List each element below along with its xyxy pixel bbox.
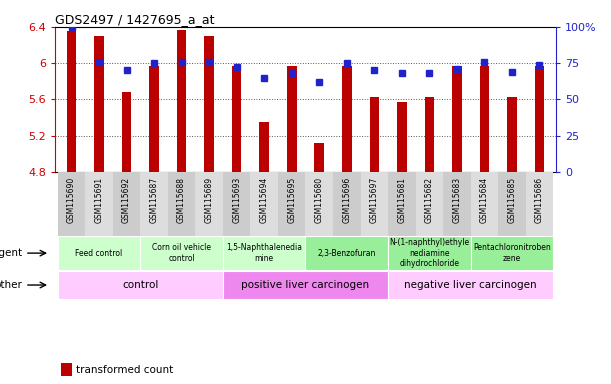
Bar [443, 172, 470, 236]
Text: GSM115687: GSM115687 [150, 177, 159, 223]
Bar [507, 97, 517, 172]
Bar [122, 92, 131, 172]
Bar [370, 97, 379, 172]
Text: GSM115681: GSM115681 [397, 177, 406, 223]
Bar [113, 172, 141, 236]
Text: GSM115690: GSM115690 [67, 177, 76, 223]
Bar [360, 172, 388, 236]
Text: transformed count: transformed count [76, 365, 174, 375]
Bar [232, 66, 241, 172]
Text: other: other [0, 280, 23, 290]
Text: negative liver carcinogen: negative liver carcinogen [404, 280, 537, 290]
Bar [415, 172, 443, 236]
Bar [425, 97, 434, 172]
Bar [287, 66, 296, 172]
Text: GSM115692: GSM115692 [122, 177, 131, 223]
Bar [388, 271, 553, 299]
Text: GSM115685: GSM115685 [508, 177, 516, 223]
Bar [452, 66, 462, 172]
Text: GSM115691: GSM115691 [95, 177, 103, 223]
Text: Feed control: Feed control [75, 248, 123, 258]
Text: agent: agent [0, 248, 23, 258]
Bar [141, 237, 223, 270]
Bar [149, 66, 159, 172]
Text: GSM115696: GSM115696 [342, 177, 351, 223]
Text: 2,3-Benzofuran: 2,3-Benzofuran [318, 248, 376, 258]
Text: GSM115694: GSM115694 [260, 177, 269, 223]
Text: control: control [122, 280, 158, 290]
Text: GSM115697: GSM115697 [370, 177, 379, 223]
Bar [388, 237, 470, 270]
Text: GDS2497 / 1427695_a_at: GDS2497 / 1427695_a_at [55, 13, 214, 26]
Bar [470, 237, 553, 270]
Bar [168, 172, 196, 236]
Bar [342, 66, 351, 172]
Bar [306, 237, 388, 270]
Bar [525, 172, 553, 236]
Text: GSM115689: GSM115689 [205, 177, 214, 223]
Text: Corn oil vehicle
control: Corn oil vehicle control [152, 243, 211, 263]
Bar [58, 271, 223, 299]
Text: GSM115688: GSM115688 [177, 177, 186, 223]
Bar [141, 172, 168, 236]
Bar [480, 66, 489, 172]
Text: GSM115680: GSM115680 [315, 177, 324, 223]
Bar [498, 172, 525, 236]
Bar [260, 122, 269, 172]
Bar [58, 172, 86, 236]
Bar [223, 237, 306, 270]
Bar [470, 172, 498, 236]
Text: GSM115695: GSM115695 [287, 177, 296, 223]
Bar [204, 36, 214, 172]
Bar [67, 31, 76, 172]
Bar [397, 102, 407, 172]
Bar [535, 66, 544, 172]
Text: GSM115683: GSM115683 [452, 177, 461, 223]
Text: GSM115684: GSM115684 [480, 177, 489, 223]
Bar [251, 172, 278, 236]
Bar [315, 143, 324, 172]
Bar [223, 271, 388, 299]
Bar [86, 172, 113, 236]
Text: N-(1-naphthyl)ethyle
nediamine
dihydrochloride: N-(1-naphthyl)ethyle nediamine dihydroch… [389, 238, 469, 268]
Bar [94, 36, 104, 172]
Bar [177, 30, 186, 172]
Bar [306, 172, 333, 236]
Bar [333, 172, 360, 236]
Bar [196, 172, 223, 236]
Bar [58, 237, 141, 270]
Bar [388, 172, 415, 236]
Bar [223, 172, 251, 236]
Text: Pentachloronitroben
zene: Pentachloronitroben zene [473, 243, 551, 263]
Text: GSM115682: GSM115682 [425, 177, 434, 223]
Text: 1,5-Naphthalenedia
mine: 1,5-Naphthalenedia mine [226, 243, 302, 263]
Bar [278, 172, 306, 236]
Text: GSM115693: GSM115693 [232, 177, 241, 223]
Text: positive liver carcinogen: positive liver carcinogen [241, 280, 370, 290]
Text: GSM115686: GSM115686 [535, 177, 544, 223]
